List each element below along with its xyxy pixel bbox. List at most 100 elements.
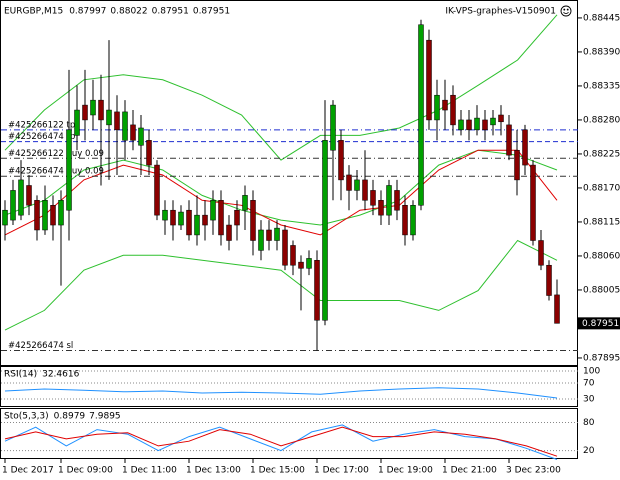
candle-body (34, 200, 40, 231)
candle-body (322, 140, 328, 321)
y-tick-label: 0.88335 (583, 81, 620, 91)
candle-body (210, 200, 216, 221)
order-label: #425266122 tp (8, 120, 75, 130)
indicator-line (4, 239, 558, 331)
candle-body (2, 209, 8, 226)
candle-body (410, 205, 416, 236)
candle-body (474, 117, 480, 131)
time-label: 3 Dec 23:00 (506, 466, 561, 476)
candle-body (18, 179, 24, 216)
candle-body (338, 140, 344, 181)
y-tick-label: 20 (583, 446, 595, 456)
candle-body (354, 179, 360, 191)
y-tick-label: 70 (583, 379, 595, 389)
y-tick-label: 0.87895 (583, 353, 620, 363)
indicator-value: 0.8979 (54, 412, 86, 422)
y-tick-label: 0.88225 (583, 149, 620, 159)
candle-body (82, 104, 88, 121)
symbol: EURGBP,M15 (4, 7, 63, 17)
candle-body (90, 99, 96, 116)
candle-body (202, 214, 208, 226)
candle-body (178, 211, 184, 226)
indicator-value: 32.4616 (42, 370, 79, 380)
header-open: 0.87997 (69, 7, 106, 17)
candle-body (434, 94, 440, 121)
time-label: 1 Dec 17:00 (314, 466, 369, 476)
candle-body (394, 190, 400, 211)
candle-body (458, 119, 464, 131)
candle-body (138, 127, 144, 146)
indicator-line (4, 149, 558, 236)
candle-body (218, 200, 224, 236)
candle-body (306, 258, 312, 269)
candle-body (546, 264, 552, 296)
candle-body (418, 24, 424, 206)
rsi-panel-border (0, 366, 578, 407)
candle-body (194, 214, 200, 236)
candle-body (58, 200, 64, 226)
order-label: #425266474 tp (8, 132, 75, 142)
y-tick-label: 0.88005 (583, 285, 620, 295)
candle-body (426, 39, 432, 121)
y-tick-label: 0.88115 (583, 217, 620, 227)
candle-body (466, 119, 472, 131)
indicator-value: 7.9895 (89, 412, 121, 422)
candle-body (378, 200, 384, 216)
y-tick-label: 0.88445 (583, 13, 620, 23)
candle-body (482, 119, 488, 131)
candle-body (130, 124, 136, 141)
candle-body (522, 129, 528, 166)
candle-body (242, 195, 248, 211)
candle-body (66, 129, 72, 211)
candle-body (442, 99, 448, 111)
current-price: 0.87951 (582, 319, 619, 329)
candle-body (330, 104, 336, 151)
order-label: #425266474 sl (8, 341, 73, 351)
candle-body (146, 140, 152, 166)
indicator-title: RSI(14) (4, 370, 37, 380)
candle-body (258, 229, 264, 251)
candle-body (506, 124, 512, 156)
candle-body (346, 174, 352, 191)
order-label: #425266474 buy 0.09 (8, 167, 104, 177)
candle-body (226, 224, 232, 241)
time-label: 1 Dec 21:00 (442, 466, 497, 476)
indicator-line (4, 387, 558, 399)
candle-body (490, 117, 496, 126)
frame (0, 0, 578, 459)
candle-body (74, 109, 80, 136)
candle-body (282, 229, 288, 266)
indicator-line (4, 426, 558, 457)
candle-body (554, 294, 560, 324)
header-close: 0.87951 (193, 7, 230, 17)
indicator-line (4, 149, 558, 226)
candle-body (266, 229, 272, 241)
candle-body (106, 109, 112, 126)
main-panel-border (0, 0, 578, 366)
indicator-line (4, 14, 558, 161)
candle-body (122, 111, 128, 141)
time-label: 1 Dec 2017 (2, 466, 54, 476)
y-tick-label: 0.88390 (583, 47, 620, 57)
candle-body (290, 245, 296, 266)
terminal-name: IK-VPS-graphes-V150901 (445, 7, 556, 17)
y-tick-label: 0.88170 (583, 183, 620, 193)
indicator-line (4, 424, 558, 460)
candle-body (98, 99, 104, 121)
time-label: 1 Dec 19:00 (378, 466, 433, 476)
candle-body (250, 200, 256, 241)
candle-body (234, 209, 240, 226)
candle-body (386, 185, 392, 216)
y-tick-label: 30 (583, 395, 595, 405)
candle-body (114, 111, 120, 131)
candle-body (402, 205, 408, 236)
current-price-box (578, 317, 620, 330)
time-label: 1 Dec 09:00 (58, 466, 113, 476)
candle-body (370, 190, 376, 206)
stoch-panel-border (0, 408, 578, 459)
smiley-icon (560, 5, 572, 17)
time-label: 1 Dec 11:00 (122, 466, 177, 476)
candle-body (450, 94, 456, 126)
header-high: 0.88022 (110, 7, 147, 17)
